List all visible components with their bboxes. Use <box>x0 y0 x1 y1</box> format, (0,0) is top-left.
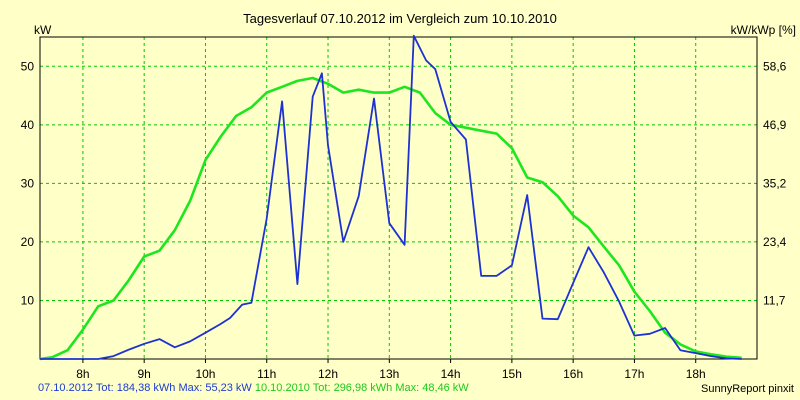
x-tick-label: 18h <box>686 367 706 381</box>
y-axis-right-label: kW/kWp [%] <box>731 23 796 37</box>
y-tick-label: 30 <box>21 176 35 190</box>
x-tick-label: 17h <box>624 367 644 381</box>
x-tick-label: 16h <box>563 367 583 381</box>
chart-footer: 07.10.2012 Tot: 184,38 kWh Max: 55,23 kW… <box>38 382 469 394</box>
y-right-tick-label: 58,6 <box>763 59 787 73</box>
chart-title: Tagesverlauf 07.10.2012 im Vergleich zum… <box>243 11 557 26</box>
series2-summary: 10.10.2010 Tot: 296,98 kWh Max: 48,46 kW <box>254 382 469 394</box>
series-line-2012 <box>40 34 742 360</box>
series-line-2010 <box>39 76 742 361</box>
x-tick-label: 11h <box>257 367 276 381</box>
y-right-tick-label: 35,2 <box>763 176 787 190</box>
y-right-tick-label: 11,7 <box>763 293 786 307</box>
credit-text: SunnyReport pinxit <box>701 383 794 395</box>
y-right-tick-label: 46,9 <box>763 118 787 132</box>
series-layer <box>39 34 742 361</box>
plot-frame <box>39 36 758 360</box>
x-tick-label: 12h <box>318 367 338 381</box>
x-tick-label: 8h <box>76 367 89 381</box>
x-tick-label: 9h <box>137 367 150 381</box>
tick-labels: 10 11,7 20 23,4 30 35,2 40 46,9 50 58,6 8h 9h 10h 11h… <box>21 59 787 381</box>
y-axis-left-label: kW <box>34 23 52 37</box>
y-tick-label: 40 <box>21 118 35 132</box>
y-tick-label: 50 <box>21 59 35 73</box>
y-tick-label: 20 <box>21 235 35 249</box>
y-right-tick-label: 23,4 <box>763 235 787 249</box>
x-tick-label: 15h <box>502 367 522 381</box>
x-tick-label: 10h <box>195 367 215 381</box>
x-tick-label: 13h <box>379 367 399 381</box>
y-tick-label: 10 <box>21 293 35 307</box>
series1-summary: 07.10.2012 Tot: 184,38 kWh Max: 55,23 kW <box>38 382 252 394</box>
x-tick-label: 14h <box>441 367 461 381</box>
